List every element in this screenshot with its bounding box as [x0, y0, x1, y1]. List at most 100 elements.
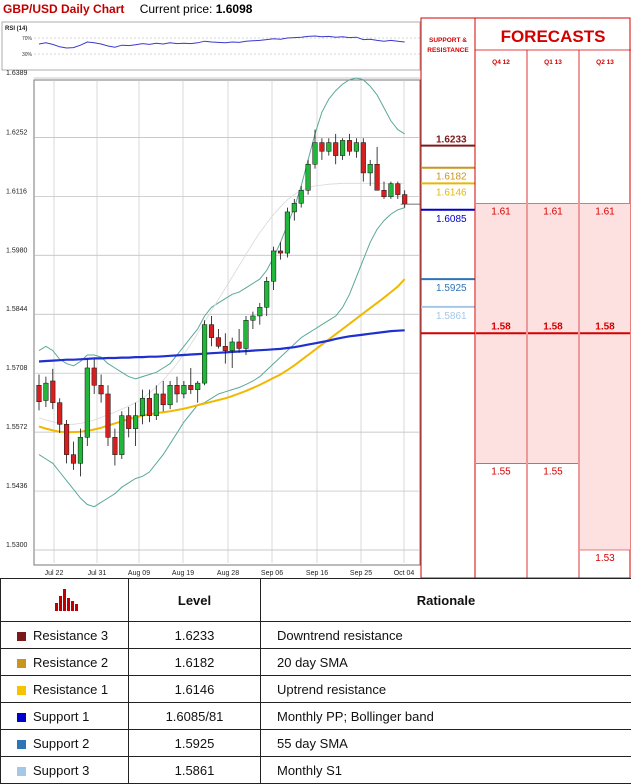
x-tick-label: Jul 22 [45, 570, 64, 577]
x-tick-label: Jul 31 [88, 570, 107, 577]
candle-body [147, 398, 152, 415]
candle-body [354, 143, 359, 152]
sr-frame [421, 18, 475, 578]
level-name-cell: Support 1 [1, 703, 129, 730]
level-name: Support 3 [33, 763, 89, 778]
level-value: 1.5925 [129, 730, 261, 757]
forecast-column-header: Q1 13 [544, 59, 562, 66]
candle-body [278, 251, 283, 253]
candle-body [140, 398, 145, 415]
level-name-cell: Support 2 [1, 730, 129, 757]
candle-body [168, 385, 173, 405]
sr-level-label: 1.6233 [436, 135, 467, 146]
rsi-panel: RSI (14)70%30% [2, 22, 420, 70]
candle-body [327, 143, 332, 152]
candle-body [85, 368, 90, 437]
forecast-value-label: 1.58 [543, 321, 563, 332]
candle-body [189, 385, 194, 389]
sr-title-line: RESISTANCE [427, 47, 469, 54]
candle-body [285, 212, 290, 253]
candle-body [154, 394, 159, 416]
candle-body [161, 394, 166, 405]
x-tick-label: Sep 16 [306, 570, 328, 577]
y-tick-label: 1.6389 [6, 70, 28, 77]
sr-level-label: 1.5925 [436, 283, 467, 294]
candle-body [37, 385, 42, 401]
candle-body [182, 385, 187, 394]
candle-body [258, 307, 263, 316]
support-resistance-panel: SUPPORT &RESISTANCE1.62331.61821.61461.6… [421, 18, 475, 578]
candle-body [99, 385, 104, 394]
forecast-value-label: 1.61 [595, 206, 615, 217]
level-value: 1.6146 [129, 676, 261, 703]
candle-body [230, 342, 235, 351]
level-rationale: Uptrend resistance [261, 676, 631, 703]
candle-body [264, 281, 269, 307]
x-tick-label: Aug 19 [172, 570, 194, 577]
level-rationale: Downtrend resistance [261, 622, 631, 649]
candle-body [175, 385, 180, 394]
level-rationale: 55 day SMA [261, 730, 631, 757]
level-name-cell: Resistance 1 [1, 676, 129, 703]
forecast-value-label: 1.53 [595, 553, 615, 564]
candle-body [299, 190, 304, 203]
candle-body [113, 437, 118, 454]
level-color-swatch [17, 659, 26, 668]
level-value: 1.6233 [129, 622, 261, 649]
level-color-swatch [17, 713, 26, 722]
candle-body [106, 394, 111, 437]
sr-level-label: 1.5861 [436, 311, 467, 322]
candle-body [396, 184, 401, 195]
candle-body [368, 164, 373, 173]
rsi-title: RSI (14) [5, 26, 27, 32]
rationale-header: Rationale [261, 579, 631, 622]
level-name: Resistance 2 [33, 655, 108, 670]
forecast-value-label: 1.55 [543, 466, 563, 477]
candle-body [44, 383, 49, 400]
candle-body [120, 416, 125, 455]
level-name: Support 2 [33, 736, 89, 751]
level-name: Resistance 3 [33, 628, 108, 643]
sr-level-label: 1.6146 [436, 187, 467, 198]
x-tick-label: Oct 04 [394, 570, 415, 577]
level-name-cell: Resistance 2 [1, 649, 129, 676]
forecast-range-fill [580, 203, 630, 550]
candle-body [340, 140, 345, 155]
sr-level-label: 1.6182 [436, 172, 467, 183]
level-color-swatch [17, 686, 26, 695]
candle-body [251, 316, 256, 320]
rsi-tick-label: 30% [22, 52, 33, 58]
candle-body [57, 403, 62, 425]
x-tick-label: Sep 06 [261, 570, 283, 577]
candle-body [244, 320, 249, 348]
candle-body [237, 342, 242, 349]
x-tick-label: Sep 25 [350, 570, 372, 577]
levels-table-header: Level Rationale [1, 579, 631, 622]
candle-body [320, 143, 325, 152]
y-tick-label: 1.5300 [6, 542, 28, 549]
candle-body [78, 437, 83, 463]
forecast-value-label: 1.55 [491, 466, 511, 477]
level-value: 1.6085/81 [129, 703, 261, 730]
forecast-value-label: 1.61 [491, 206, 511, 217]
level-rationale: Monthly PP; Bollinger band [261, 703, 631, 730]
candle-body [347, 140, 352, 151]
level-name: Support 1 [33, 709, 89, 724]
candle-body [389, 184, 394, 197]
candle-body [216, 338, 221, 347]
forex-chart: RSI (14)70%30% 1.63891.62521.61161.59801… [0, 0, 631, 578]
y-tick-label: 1.6116 [6, 188, 27, 195]
candle-body [195, 383, 200, 390]
candle-body [271, 251, 276, 281]
candle-body [133, 416, 138, 429]
level-value: 1.5861 [129, 757, 261, 784]
y-tick-label: 1.5436 [6, 483, 28, 490]
forecast-title: FORECASTS [501, 27, 606, 46]
level-color-swatch [17, 632, 26, 641]
